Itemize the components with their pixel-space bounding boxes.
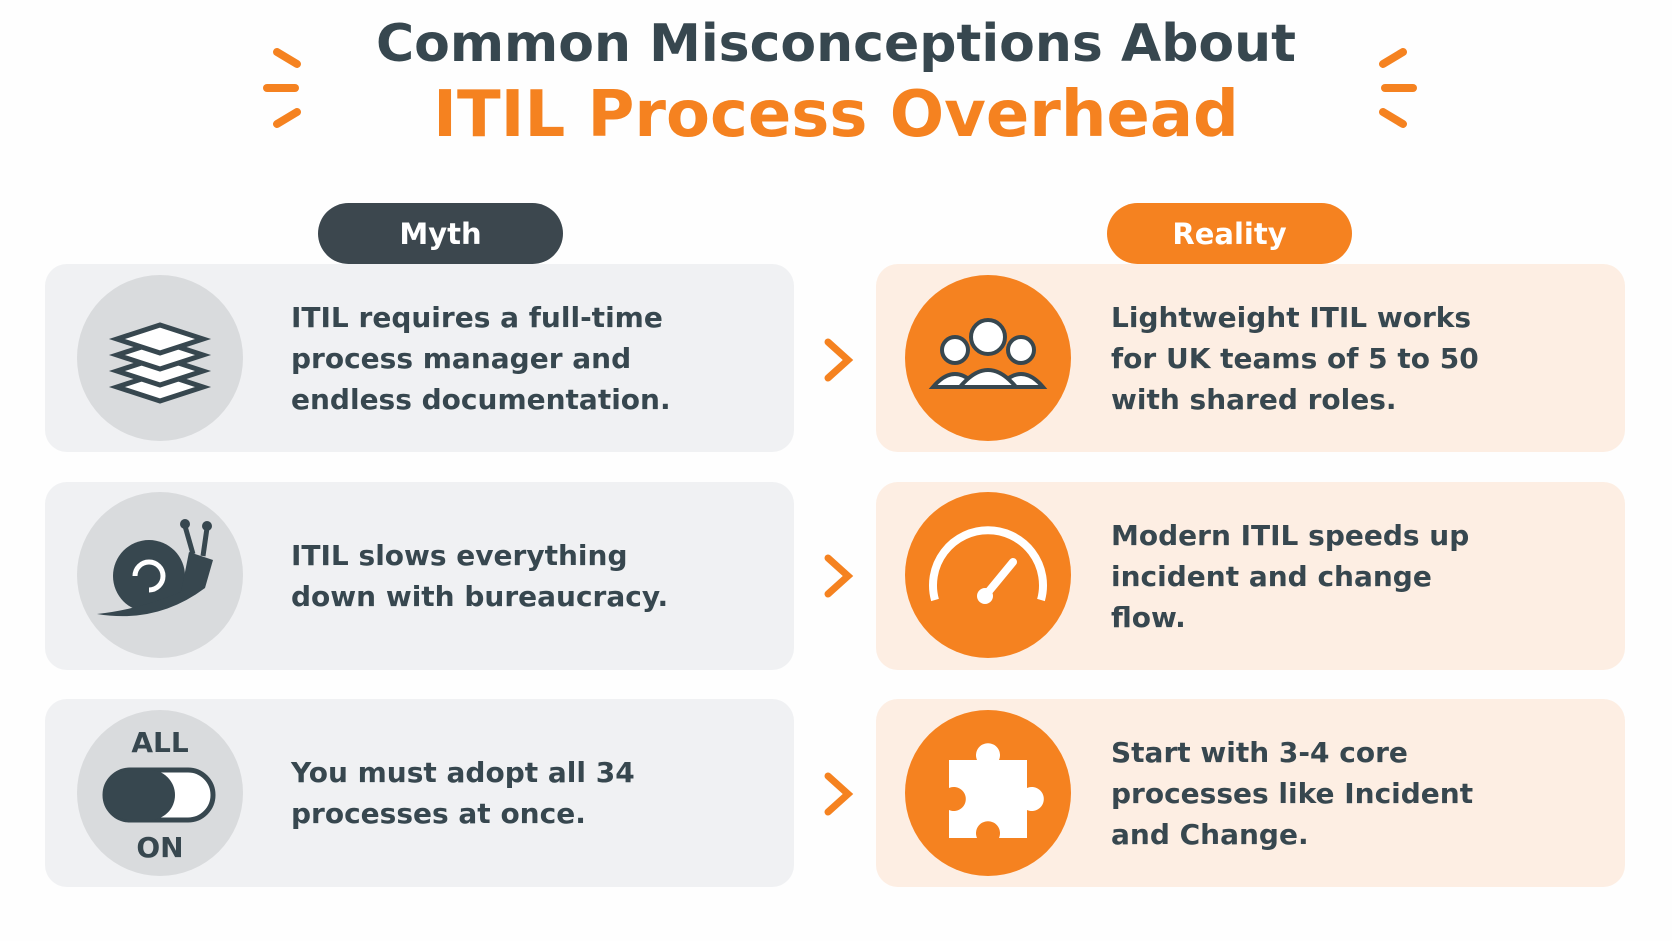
reality-text: Start with 3-4 core processes like Incid… bbox=[1111, 735, 1474, 851]
reality-header: Reality bbox=[1107, 203, 1352, 264]
arrow bbox=[824, 772, 854, 816]
title: Common Misconceptions About bbox=[375, 14, 1297, 74]
toggle-icon: ALL ON bbox=[77, 710, 243, 876]
icon-label: ALL bbox=[131, 726, 189, 759]
myth-text: ITIL requires a full-time process manage… bbox=[291, 300, 671, 416]
reality-text: Lightweight ITIL works for UK teams of 5… bbox=[1111, 300, 1479, 416]
icon-label: ON bbox=[136, 831, 183, 864]
snail-icon bbox=[77, 492, 243, 658]
gauge-icon bbox=[905, 492, 1071, 658]
myth-text: You must adopt all 34 processes at once. bbox=[291, 756, 635, 830]
team-icon bbox=[905, 275, 1071, 441]
arrow bbox=[824, 554, 854, 598]
documents-icon bbox=[77, 275, 243, 441]
decoration bbox=[1379, 48, 1417, 128]
myth-header: Myth bbox=[318, 203, 563, 264]
arrow bbox=[824, 338, 854, 382]
myth-text: ITIL slows everything down with bureaucr… bbox=[291, 539, 669, 613]
decoration bbox=[263, 48, 301, 128]
reality-text: Modern ITIL speeds up incident and chang… bbox=[1111, 518, 1470, 634]
puzzle-icon bbox=[905, 710, 1071, 876]
title-highlight: ITIL Process Overhead bbox=[433, 78, 1239, 152]
